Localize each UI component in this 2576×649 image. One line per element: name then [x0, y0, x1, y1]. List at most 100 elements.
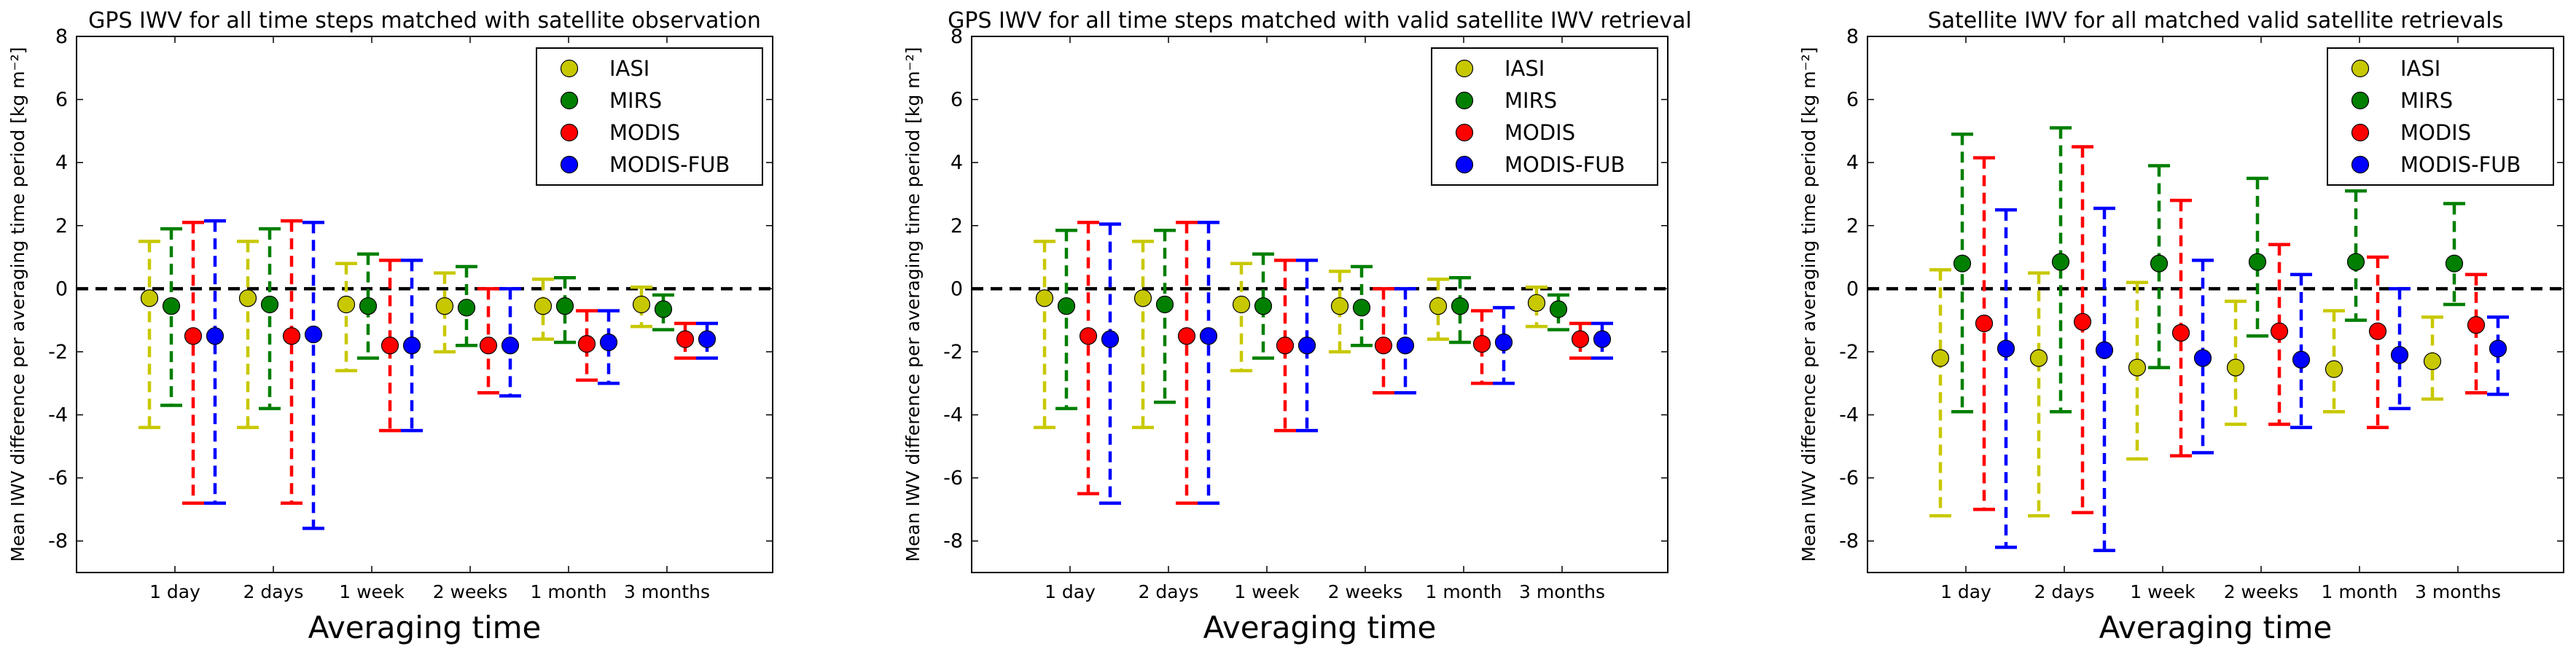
x-tick-label: 2 weeks	[433, 581, 508, 602]
data-point	[2489, 339, 2507, 358]
data-point	[2325, 360, 2343, 378]
y-tick-label: 4	[1846, 152, 1859, 174]
legend-label-modis: MODIS	[2400, 120, 2471, 145]
legend-marker-mirs	[2351, 91, 2370, 110]
series-iasi	[138, 240, 652, 430]
data-point	[2029, 349, 2048, 367]
plot-frame	[1867, 36, 2564, 573]
data-point	[1571, 330, 1590, 348]
legend-label-modis: MODIS	[1504, 120, 1575, 145]
legend-label-iasi: IASI	[1504, 56, 1545, 81]
series-mirs	[1055, 229, 1569, 411]
x-tick-label: 1 month	[2322, 581, 2398, 602]
y-axis-label: Mean IWV difference per averaging time p…	[1798, 47, 1819, 562]
data-point	[2423, 352, 2442, 371]
x-tick-label: 2 weeks	[1328, 581, 1403, 602]
data-point	[457, 299, 476, 317]
chart-panel-3: Satellite IWV for all matched valid sate…	[1798, 8, 2564, 645]
y-tick-label: -2	[48, 341, 68, 363]
x-axis-label: Averaging time	[1203, 610, 1437, 645]
data-point	[1101, 330, 1120, 348]
y-axis-label: Mean IWV difference per averaging time p…	[902, 47, 924, 562]
data-point	[380, 337, 399, 355]
x-tick-label: 3 months	[1519, 581, 1605, 602]
y-tick-label: 2	[951, 215, 963, 237]
x-tick-label: 3 months	[624, 581, 710, 602]
x-tick-label: 2 days	[2034, 581, 2095, 602]
data-point	[2171, 323, 2190, 342]
data-point	[1451, 297, 1470, 315]
data-point	[1975, 314, 1994, 333]
plot-frame	[76, 36, 773, 573]
data-point	[184, 327, 203, 345]
data-point	[304, 326, 323, 344]
data-point	[260, 295, 279, 314]
legend-marker-iasi	[1455, 59, 1474, 78]
y-tick-label: 8	[55, 25, 68, 48]
y-tick-label: 4	[55, 152, 68, 174]
data-point	[359, 297, 378, 315]
data-point	[1057, 297, 1076, 315]
x-tick-label: 1 week	[1234, 581, 1300, 602]
data-point	[140, 289, 159, 307]
data-point	[2128, 358, 2147, 377]
series-modis-fub	[1099, 221, 1613, 506]
y-axis-label: Mean IWV difference per averaging time p…	[7, 47, 28, 562]
data-point	[435, 297, 454, 315]
data-point	[1549, 300, 1568, 318]
legend-marker-mirs	[1455, 91, 1474, 110]
data-point	[2445, 254, 2464, 272]
data-point	[1199, 327, 1218, 345]
y-tick-label: 6	[55, 89, 68, 111]
data-point	[402, 337, 421, 355]
series-mirs	[160, 227, 674, 411]
data-point	[282, 327, 301, 345]
data-point	[501, 337, 520, 355]
data-point	[1133, 289, 1152, 307]
data-point	[1254, 297, 1273, 315]
y-tick-label: 0	[55, 278, 68, 300]
x-tick-label: 1 month	[1426, 581, 1502, 602]
data-point	[599, 333, 618, 352]
y-tick-label: 6	[1846, 89, 1859, 111]
data-point	[2150, 254, 2169, 272]
data-point	[1297, 337, 1316, 355]
data-point	[337, 295, 356, 314]
data-point	[1330, 297, 1349, 315]
y-tick-label: 0	[951, 278, 963, 300]
series-mirs	[1951, 126, 2465, 414]
y-tick-label: -8	[48, 530, 68, 553]
x-tick-label: 2 days	[243, 581, 304, 602]
legend-label-iasi: IASI	[609, 56, 649, 81]
data-point	[577, 335, 596, 353]
series-modis-fub	[1995, 206, 2509, 552]
y-tick-label: 2	[55, 215, 68, 237]
x-tick-label: 1 week	[2130, 581, 2196, 602]
legend-marker-mirs	[560, 91, 579, 110]
chart-title: Satellite IWV for all matched valid sate…	[1928, 8, 2504, 34]
legend-marker-modis	[1455, 123, 1474, 142]
plot-frame	[971, 36, 1668, 573]
data-point	[1232, 295, 1251, 314]
data-point	[2193, 349, 2212, 367]
data-point	[1035, 289, 1054, 307]
legend-label-modis-fub: MODIS-FUB	[609, 152, 730, 177]
y-tick-label: -4	[1839, 404, 1859, 427]
x-tick-label: 2 days	[1139, 581, 1199, 602]
data-point	[2390, 346, 2409, 364]
data-point	[1953, 254, 1972, 272]
legend: IASI MIRS MODIS MODIS-FUB	[2327, 47, 2554, 186]
data-point	[2346, 253, 2365, 271]
legend-label-mirs: MIRS	[1504, 88, 1557, 113]
legend-label-mirs: MIRS	[609, 88, 662, 113]
data-point	[1997, 339, 2015, 358]
data-point	[1177, 327, 1196, 345]
y-tick-label: 0	[1846, 278, 1859, 300]
x-tick-label: 2 weeks	[2224, 581, 2299, 602]
data-point	[1396, 337, 1415, 355]
data-point	[1276, 337, 1295, 355]
y-tick-label: 2	[1846, 215, 1859, 237]
data-point	[2270, 322, 2289, 340]
x-tick-label: 1 month	[531, 581, 607, 602]
